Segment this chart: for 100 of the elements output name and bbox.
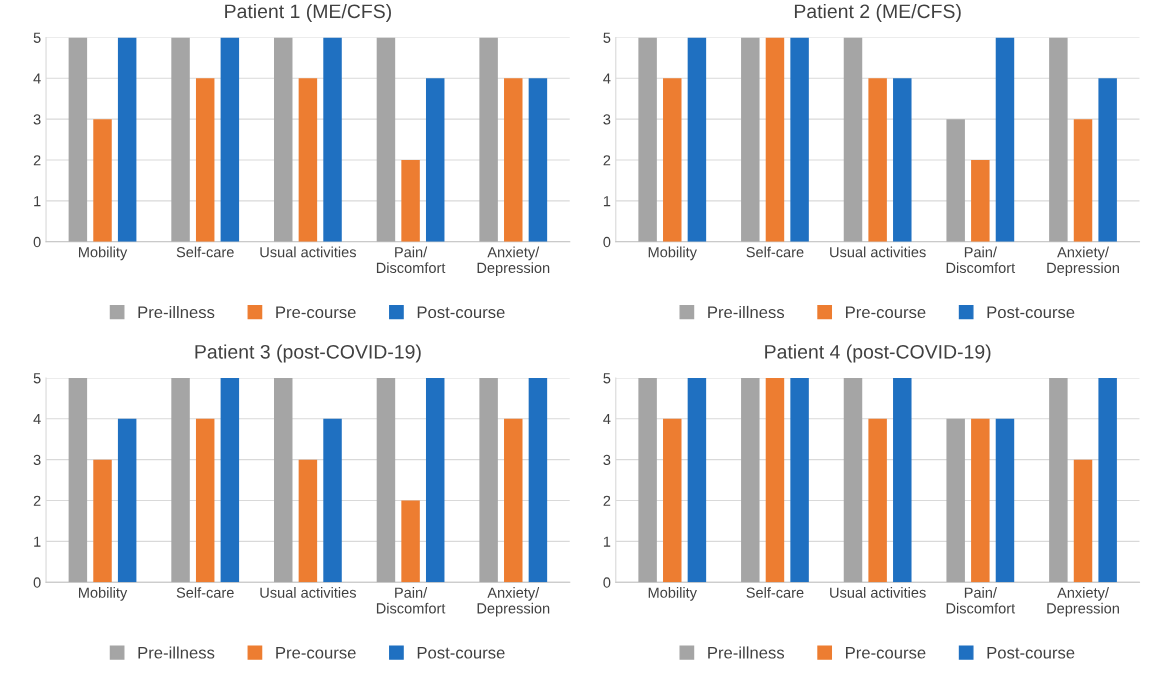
bar [479,377,498,583]
bar [195,418,215,583]
legend-label: Post-course [417,646,505,659]
bar [995,37,1015,242]
y-tick-label: 0 [603,577,611,588]
x-tick-label: Mobility [648,587,697,601]
bar [893,78,912,242]
y-tick-label: 2 [603,495,611,506]
x-tick-label: Self-care [176,587,234,598]
bar [1098,377,1117,583]
bar [741,37,760,242]
chart-title: Patient 2 (ME/CFS) [794,3,961,23]
bar [220,37,240,242]
y-tick-label: 4 [33,73,41,84]
legend-label: Pre-illness [708,646,785,659]
y-tick-label: 1 [34,196,41,207]
x-tick-label: Mobility [79,246,128,261]
bar [790,377,809,583]
bar [220,377,240,583]
bar [843,37,863,242]
bar [93,459,112,583]
y-tick-label: 3 [33,454,41,466]
y-tick-label: 4 [33,414,41,425]
bar [298,78,318,242]
x-tick-label: Self-care [176,246,234,258]
y-tick-label: 3 [603,114,611,125]
bar [298,459,318,583]
x-tick-label: Pain/ Discomfort [376,587,446,614]
bar [195,78,215,242]
bar [638,37,657,242]
bar [274,377,293,583]
bar [946,119,965,242]
x-tick-label: Pain/ Discomfort [946,246,1016,274]
x-tick-label: Usual activities [260,246,356,258]
legend-label: Pre-illness [138,305,215,319]
bar [401,160,420,242]
bar [68,37,88,242]
y-tick-label: 1 [603,536,611,547]
y-tick-label: 4 [603,414,611,425]
bar [68,377,88,583]
legend-label: Pre-course [276,646,356,659]
x-tick-label: Anxiety/ Depression [1047,587,1119,617]
bar [765,37,785,242]
bar [868,418,887,583]
y-tick-label: 2 [33,495,41,506]
y-tick-label: 3 [603,454,611,466]
y-tick-label: 5 [33,373,41,384]
legend-label: Pre-course [846,646,926,659]
bar [971,418,990,583]
bar [638,377,657,583]
bar [971,160,990,242]
legend-label: Pre-illness [708,305,785,319]
bar [1049,37,1068,242]
bar [504,418,523,583]
legend-label: Pre-course [276,306,356,319]
bar [171,37,190,242]
y-tick-label: 2 [33,155,41,166]
bar [117,418,137,583]
y-tick-label: 5 [603,32,611,43]
y-tick-label: 4 [603,73,611,84]
legend-label: Post-course [987,646,1075,659]
x-tick-label: Anxiety/ Depression [477,587,550,617]
y-tick-label: 1 [34,536,41,547]
legend-label: Pre-course [846,306,926,319]
bar [868,78,887,242]
bar [663,418,682,583]
chart-title: Patient 4 (post-COVID-19) [765,344,991,363]
y-tick-label: 0 [33,236,41,248]
bar [93,119,112,242]
bar [117,37,137,242]
bar [504,78,523,242]
bar [1073,459,1093,583]
x-tick-label: Mobility [648,246,697,261]
y-tick-label: 0 [33,577,41,588]
bar [528,78,548,242]
bar [376,377,396,583]
x-tick-label: Usual activities [830,246,926,258]
bar [376,37,396,242]
y-tick-label: 5 [603,373,611,384]
x-tick-label: Self-care [746,246,804,258]
bar [843,377,863,583]
y-tick-label: 5 [33,32,41,43]
x-tick-label: Mobility [79,587,128,601]
bar [1049,377,1068,583]
bar [425,78,445,242]
legend-label: Pre-illness [138,646,215,659]
legend-label: Post-course [987,306,1075,319]
legend-label: Post-course [417,306,505,319]
bar [425,377,445,583]
bar [323,418,342,583]
x-tick-label: Pain/ Discomfort [376,246,446,274]
bar [171,377,190,583]
bar [528,377,548,583]
bar [663,78,682,242]
bar [893,377,912,583]
bar [687,377,707,583]
bar [401,500,420,583]
bar [946,418,965,583]
bar [323,37,342,242]
x-tick-label: Self-care [746,587,804,598]
